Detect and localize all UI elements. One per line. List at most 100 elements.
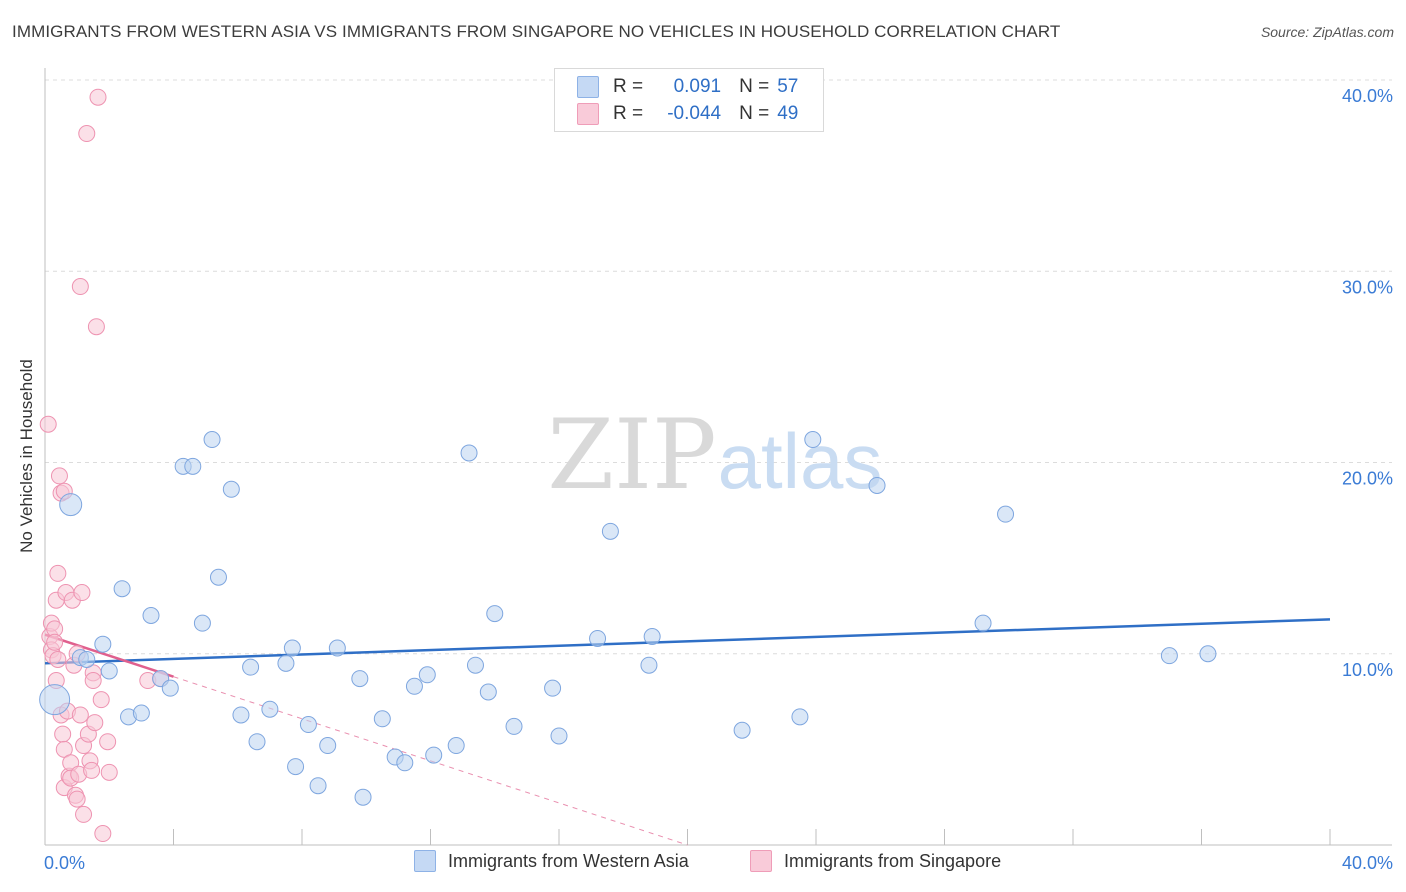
point-singapore: [54, 725, 72, 743]
trend-line-singapore: [44, 633, 174, 678]
point-western-asia: [868, 476, 886, 494]
point-western-asia: [193, 614, 211, 632]
points-western-asia: [39, 431, 1217, 806]
point-western-asia: [601, 522, 619, 540]
gridlines: [45, 79, 1392, 655]
point-western-asia: [643, 628, 661, 646]
bottom-legend-label: Immigrants from Singapore: [784, 850, 1002, 871]
point-western-asia: [1160, 647, 1178, 665]
point-western-asia: [94, 635, 112, 653]
point-singapore: [89, 88, 107, 106]
point-western-asia: [550, 727, 568, 745]
point-singapore: [86, 714, 104, 732]
point-western-asia: [1199, 645, 1217, 663]
point-western-asia: [132, 704, 150, 722]
point-western-asia: [997, 505, 1015, 523]
point-western-asia: [209, 568, 227, 586]
legend-r-label: R =: [613, 76, 644, 97]
point-singapore: [50, 467, 68, 485]
y-tick-label: 20.0%: [1342, 469, 1393, 489]
point-singapore: [87, 318, 105, 336]
point-western-asia: [222, 480, 240, 498]
point-singapore: [94, 825, 112, 843]
point-singapore: [39, 415, 57, 433]
point-western-asia: [203, 431, 221, 449]
legend-n-label: N =: [739, 103, 770, 124]
point-western-asia: [505, 717, 523, 735]
point-singapore: [78, 125, 96, 143]
point-western-asia: [405, 677, 423, 695]
y-tick-label: 40.0%: [1342, 86, 1393, 106]
point-western-asia: [184, 457, 202, 475]
legend-r-value: -0.044: [667, 103, 722, 124]
bottom-legend-label: Immigrants from Western Asia: [448, 850, 689, 871]
point-western-asia: [425, 746, 443, 764]
point-singapore: [49, 564, 67, 582]
chart-title: IMMIGRANTS FROM WESTERN ASIA VS IMMIGRAN…: [12, 22, 1061, 41]
watermark-zip: ZIP: [547, 399, 716, 511]
point-singapore: [83, 761, 101, 779]
point-western-asia: [142, 607, 160, 624]
point-western-asia: [589, 629, 607, 647]
point-western-asia: [299, 716, 317, 734]
point-singapore: [71, 706, 89, 724]
bottom-legend-singapore: Immigrants from Singapore: [750, 850, 1001, 872]
point-western-asia: [479, 683, 497, 701]
point-western-asia: [544, 679, 562, 697]
x-tick-label-min: 0.0%: [44, 853, 85, 873]
y-tick-label: 10.0%: [1342, 660, 1393, 680]
y-tick-label: 30.0%: [1342, 277, 1393, 297]
point-singapore: [84, 672, 102, 690]
point-western-asia: [733, 721, 751, 739]
point-western-asia: [974, 614, 992, 632]
point-western-asia: [351, 670, 369, 688]
point-western-asia: [791, 708, 809, 726]
point-western-asia: [113, 580, 131, 598]
legend-swatch-blue: [577, 76, 599, 98]
point-western-asia: [100, 662, 118, 680]
legend-n-value: 49: [777, 103, 799, 124]
point-western-asia: [283, 639, 301, 657]
point-western-asia: [486, 605, 504, 623]
point-western-asia: [277, 654, 295, 672]
point-western-asia: [59, 493, 83, 517]
point-singapore: [73, 584, 91, 602]
legend-row-singapore: R = -0.044 N = 49: [577, 102, 798, 126]
point-western-asia: [328, 639, 346, 657]
point-western-asia: [232, 706, 250, 724]
point-western-asia: [319, 737, 337, 755]
bottom-legend-swatch-pink: [750, 850, 772, 872]
point-western-asia: [354, 788, 372, 806]
point-western-asia: [161, 679, 179, 697]
bottom-legend-swatch-blue: [414, 850, 436, 872]
point-singapore: [71, 278, 89, 296]
legend-r-value: 0.091: [673, 76, 722, 97]
point-western-asia: [248, 733, 266, 751]
watermark-atlas: atlas: [718, 417, 883, 505]
point-singapore: [68, 790, 86, 808]
y-axis-label: No Vehicles in Household: [17, 359, 36, 553]
point-western-asia: [396, 754, 414, 772]
tick-labels: 10.0% 20.0% 30.0% 40.0% 0.0% 40.0%: [44, 86, 1393, 873]
trend-line-western-asia: [44, 618, 1331, 665]
bottom-legend-western-asia: Immigrants from Western Asia: [414, 850, 689, 872]
point-western-asia: [39, 684, 71, 716]
point-western-asia: [309, 777, 327, 795]
x-tick-label-max: 40.0%: [1342, 853, 1393, 873]
point-western-asia: [640, 656, 658, 674]
legend-row-western-asia: R = 0.091 N = 57: [577, 75, 798, 99]
point-western-asia: [373, 710, 391, 728]
legend-swatch-pink: [577, 103, 599, 125]
legend-n-label: N =: [739, 76, 770, 97]
point-western-asia: [242, 658, 260, 676]
point-western-asia: [78, 650, 96, 668]
points-singapore: [39, 88, 170, 843]
point-western-asia: [460, 444, 478, 462]
watermark: ZIP atlas: [547, 399, 882, 511]
point-western-asia: [804, 431, 822, 449]
source-label: Source: ZipAtlas.com: [1260, 24, 1394, 40]
point-singapore: [100, 763, 118, 781]
point-singapore: [75, 805, 93, 823]
point-western-asia: [466, 656, 484, 674]
